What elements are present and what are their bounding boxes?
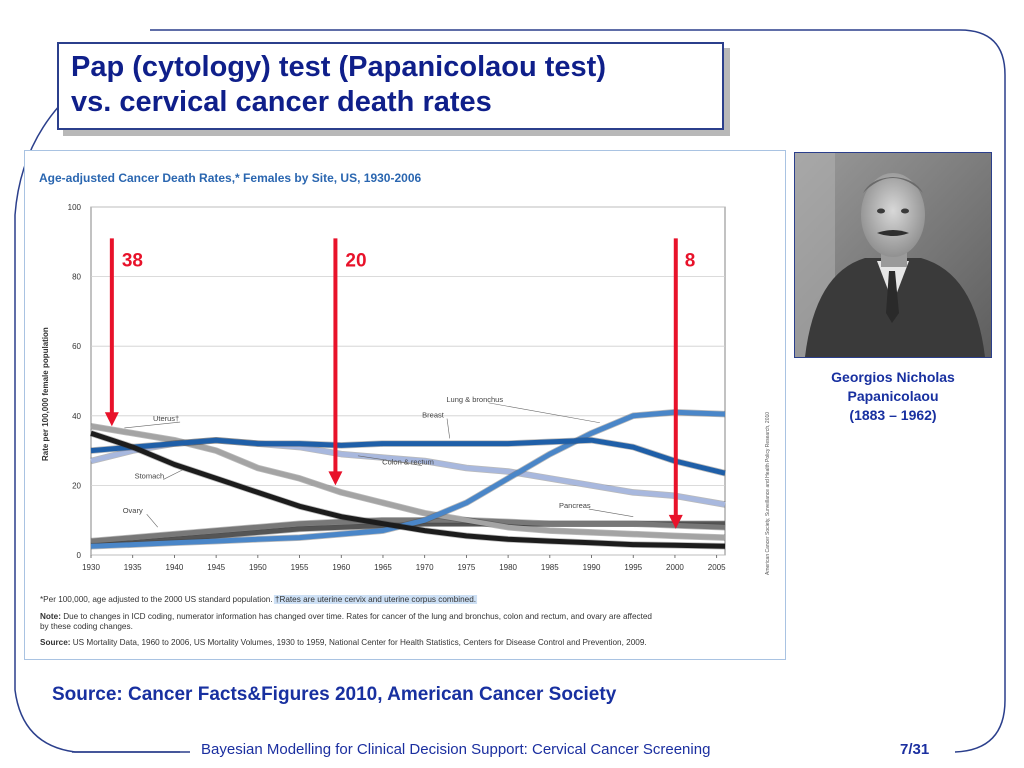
footnote-star: *Per 100,000, age adjusted to the 2000 U…: [40, 595, 476, 604]
annotation-arrow-head: [668, 514, 683, 529]
x-tick-label: 1985: [541, 563, 559, 572]
chart-axes: 0 20 40 60 80 100 1930 1935 1940 1945 1950 1955 1960…: [68, 203, 726, 572]
papanicolaou-portrait: [794, 152, 992, 358]
series-labels: Pancreas Ovary Stomach Colon & rectum Lung &…: [123, 395, 634, 528]
series-label-stomach: Stomach: [135, 471, 165, 480]
series-label-breast: Breast: [422, 411, 445, 420]
x-tick-label: 1975: [457, 563, 475, 572]
series-leader-lung-bronchus: [488, 402, 600, 424]
frame-left-border: [14, 104, 180, 753]
series-leader-colon-rectum: [357, 455, 423, 466]
x-tick-label: 1960: [332, 563, 350, 572]
x-tick-label: 2000: [666, 563, 684, 572]
y-tick-label: 100: [68, 203, 82, 212]
chart-series: [89, 409, 726, 550]
series-leader-stomach: [163, 469, 183, 480]
annotation-label-38: 38: [122, 250, 143, 271]
footnote-dagger: †Rates are uterine cervix and uterine co…: [275, 595, 476, 604]
title-line-1: Pap (cytology) test (Papanicolaou test): [71, 51, 606, 83]
y-tick-label: 0: [77, 551, 82, 560]
portrait-image: [795, 153, 991, 357]
frame-top-right-border: [150, 29, 1006, 753]
chart-grid: [90, 206, 726, 556]
series-label-colon-rectum: Colon & rectum: [382, 458, 434, 467]
series-label-pancreas: Pancreas: [559, 501, 591, 510]
slide-title-box: Pap (cytology) test (Papanicolaou test) …: [57, 42, 724, 130]
y-tick-label: 40: [72, 412, 81, 421]
portrait-name-line2: Papanicolaou: [847, 388, 939, 404]
chart-title: Age-adjusted Cancer Death Rates,* Female…: [39, 171, 421, 185]
series-line-uterus: [90, 430, 726, 549]
annotation-arrows: 38 20 8: [104, 238, 696, 529]
series-leader-breast: [446, 418, 451, 439]
x-tick-label: 1970: [416, 563, 434, 572]
x-tick-label: 1945: [207, 563, 225, 572]
side-credit: American Cancer Society, Surveillance an…: [765, 412, 771, 575]
x-tick-label: 2005: [708, 563, 726, 572]
portrait-dates: (1883 – 1962): [849, 407, 937, 423]
x-tick-label: 1940: [166, 563, 184, 572]
series-leader-pancreas: [588, 508, 634, 518]
death-rate-chart: Age-adjusted Cancer Death Rates,* Female…: [39, 171, 771, 647]
annotation-label-8: 8: [685, 250, 696, 271]
chart-source: Source: US Mortality Data, 1960 to 2006,…: [40, 638, 647, 647]
series-line-stomach: [90, 423, 726, 541]
title-line-2: vs. cervical cancer death rates: [71, 86, 492, 118]
x-tick-label: 1990: [583, 563, 601, 572]
chart-footnotes: *Per 100,000, age adjusted to the 2000 U…: [40, 595, 652, 647]
page-number: 7/31: [900, 741, 930, 758]
series-label-ovary: Ovary: [123, 506, 143, 515]
x-tick-label: 1980: [499, 563, 517, 572]
series-label-uterus: Uterus†: [153, 414, 179, 423]
note: Note: Due to changes in ICD coding, nume…: [40, 612, 652, 621]
y-axis-label: Rate per 100,000 female population: [41, 327, 50, 461]
series-leader-uterus: [124, 421, 181, 429]
portrait-caption: Georgios Nicholas Papanicolaou (1883 – 1…: [790, 368, 996, 425]
dagger-highlight: [273, 595, 478, 604]
series-line-ovary: [90, 517, 726, 544]
note-continued: by these coding changes.: [40, 622, 133, 631]
annotation-label-20: 20: [345, 250, 366, 271]
series-label-lung-bronchus: Lung & bronchus: [446, 395, 503, 404]
x-tick-label: 1935: [124, 563, 142, 572]
footer-text: Bayesian Modelling for Clinical Decision…: [201, 741, 711, 758]
slide-source: Source: Cancer Facts&Figures 2010, Ameri…: [52, 684, 617, 705]
annotation-arrow-head: [328, 471, 343, 486]
chart-panel: Age-adjusted Cancer Death Rates,* Female…: [24, 150, 786, 660]
x-tick-label: 1955: [291, 563, 309, 572]
x-tick-label: 1950: [249, 563, 267, 572]
y-tick-label: 60: [72, 342, 81, 351]
slide-title: Pap (cytology) test (Papanicolaou test) …: [59, 44, 722, 120]
y-tick-label: 80: [72, 273, 81, 282]
x-tick-label: 1965: [374, 563, 392, 572]
annotation-arrow-head: [104, 412, 119, 427]
x-tick-label: 1930: [82, 563, 100, 572]
series-line-breast: [90, 437, 726, 476]
y-tick-label: 20: [72, 481, 81, 490]
portrait-name-line1: Georgios Nicholas: [831, 369, 955, 385]
x-tick-label: 1995: [624, 563, 642, 572]
series-leader-ovary: [146, 514, 158, 528]
